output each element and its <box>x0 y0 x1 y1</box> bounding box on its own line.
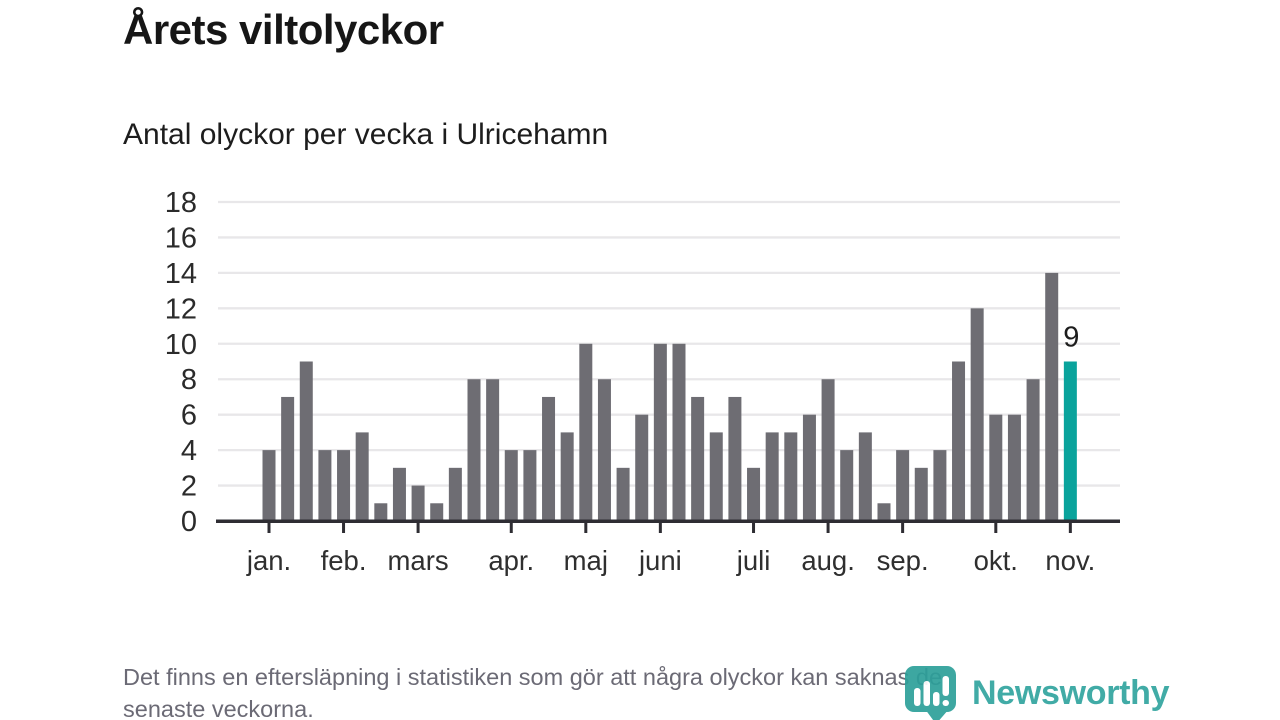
bar-week-30 <box>802 414 816 521</box>
x-axis-line <box>216 519 1120 523</box>
chart-title: Årets viltolyckor <box>123 6 444 53</box>
y-tick-label-10: 10 <box>165 329 197 361</box>
x-tick-label-maj: maj <box>564 545 608 576</box>
bar-week-43 <box>1045 272 1059 521</box>
x-tick-label-juni: juni <box>638 545 682 576</box>
newsworthy-wordmark: Newsworthy <box>972 674 1170 712</box>
bar-week-16 <box>542 396 556 521</box>
footnote-line-1: Det finns en eftersläpning i statistiken… <box>123 664 943 690</box>
x-tick-maj <box>584 523 588 533</box>
chart-subtitle: Antal olyckor per vecka i Ulricehamn <box>123 118 609 151</box>
newsworthy-logo: Newsworthy <box>898 659 1188 720</box>
bar-week-15 <box>523 450 537 521</box>
y-tick-label-14: 14 <box>165 258 197 290</box>
bar-week-27 <box>747 467 761 521</box>
bar-week-5 <box>337 450 351 521</box>
x-tick-apr <box>509 523 513 533</box>
y-tick-label-18: 18 <box>165 187 197 219</box>
bar-week-41 <box>1007 414 1021 521</box>
bar-week-21 <box>635 414 649 521</box>
x-tick-okt <box>994 523 998 533</box>
x-tick-label-aug: aug. <box>801 545 855 576</box>
bar-week-10 <box>430 503 444 521</box>
bar-week-44-highlighted <box>1063 361 1077 521</box>
x-tick-label-jan: jan. <box>246 545 291 576</box>
highlight-value-label: 9 <box>1063 322 1079 354</box>
bar-week-3 <box>299 361 313 521</box>
bar-week-37 <box>933 450 947 521</box>
x-tick-label-apr: apr. <box>488 545 534 576</box>
x-tick-mars <box>416 523 420 533</box>
bar-week-1 <box>262 450 276 521</box>
newsworthy-pin-barchart-icon <box>905 666 956 720</box>
bar-week-28 <box>765 432 779 521</box>
bar-week-26 <box>728 396 742 521</box>
x-tick-feb <box>342 523 346 533</box>
x-tick-label-juli: juli <box>736 545 771 576</box>
bar-week-35 <box>896 450 910 521</box>
bar-week-6 <box>355 432 369 521</box>
bar-week-2 <box>281 396 295 521</box>
bar-week-12 <box>467 379 481 521</box>
x-tick-juni <box>658 523 662 533</box>
bar-week-11 <box>448 467 462 521</box>
bar-week-24 <box>691 396 705 521</box>
bar-week-13 <box>486 379 500 521</box>
x-tick-label-okt: okt. <box>974 545 1018 576</box>
y-tick-label-6: 6 <box>181 400 197 432</box>
bar-week-33 <box>858 432 872 521</box>
bar-week-20 <box>616 467 630 521</box>
bar-week-14 <box>504 450 518 521</box>
bar-week-42 <box>1026 379 1040 521</box>
bar-week-38 <box>952 361 966 521</box>
bar-week-22 <box>653 343 667 521</box>
x-tick-label-nov: nov. <box>1045 545 1095 576</box>
bar-week-40 <box>989 414 1003 521</box>
bar-week-8 <box>392 467 406 521</box>
bar-week-39 <box>970 308 984 521</box>
bar-week-7 <box>374 503 388 521</box>
bar-week-32 <box>840 450 854 521</box>
y-tick-label-8: 8 <box>181 364 197 396</box>
bar-week-25 <box>709 432 723 521</box>
footnote-line-2: senaste veckorna. <box>123 695 314 720</box>
footnote: Det finns en eftersläpning i statistiken… <box>123 662 1183 720</box>
y-tick-label-4: 4 <box>181 435 197 467</box>
bar-week-4 <box>318 450 332 521</box>
bar-week-31 <box>821 379 835 521</box>
bar-week-36 <box>914 467 928 521</box>
bar-week-18 <box>579 343 593 521</box>
bar-week-23 <box>672 343 686 521</box>
bar-week-19 <box>597 379 611 521</box>
bar-week-29 <box>784 432 798 521</box>
x-tick-label-sep: sep. <box>877 545 929 576</box>
x-tick-nov <box>1068 523 1072 533</box>
x-tick-label-mars: mars <box>388 545 449 576</box>
x-tick-juli <box>752 523 756 533</box>
x-tick-label-feb: feb. <box>321 545 367 576</box>
x-tick-aug <box>826 523 830 533</box>
y-tick-label-0: 0 <box>181 506 197 538</box>
x-tick-sep <box>901 523 905 533</box>
x-tick-jan <box>267 523 271 533</box>
bar-week-17 <box>560 432 574 521</box>
y-tick-label-16: 16 <box>165 222 197 254</box>
bar-week-34 <box>877 503 891 521</box>
y-tick-label-12: 12 <box>165 293 197 325</box>
y-tick-label-2: 2 <box>181 471 197 503</box>
bar-week-9 <box>411 485 425 521</box>
